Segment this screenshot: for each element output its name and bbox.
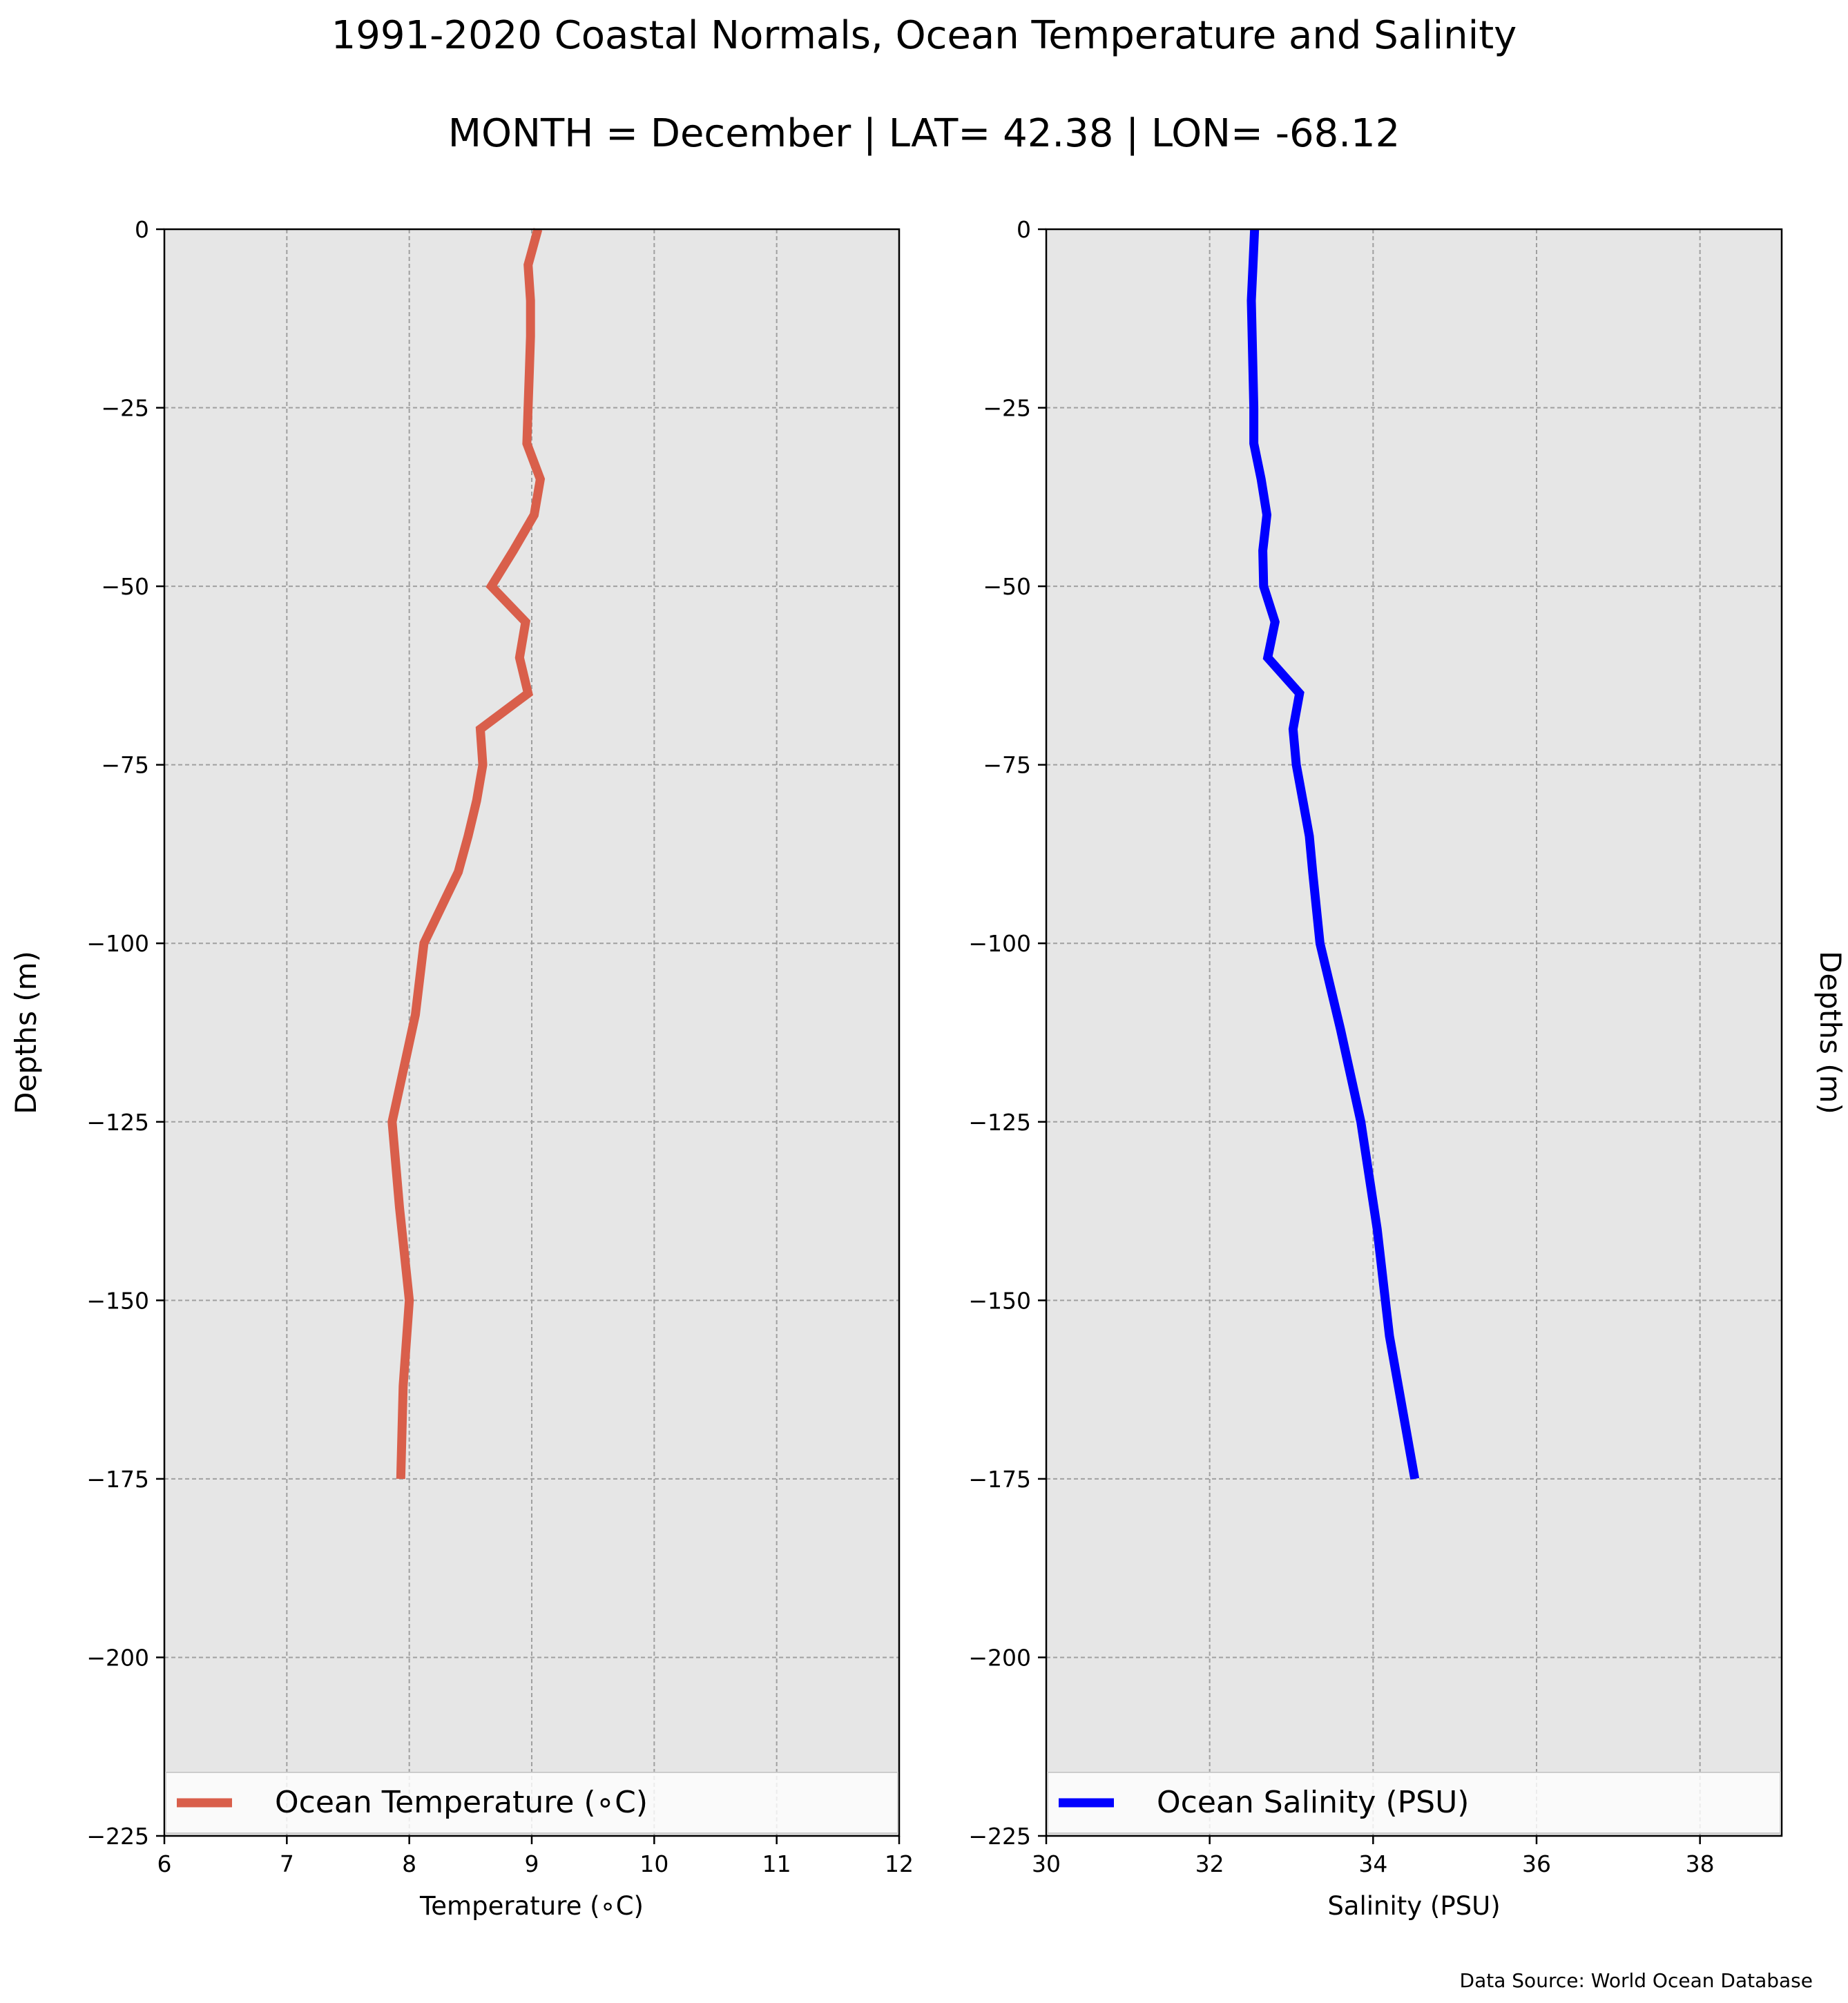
salinity-x-tick-label: 36 [1522,1850,1551,1877]
salinity-legend-label: Ocean Salinity (PSU) [1157,1785,1469,1820]
salinity-y-tick-label: −75 [983,752,1031,779]
temperature-x-tick-label: 8 [402,1850,416,1877]
temperature-x-tick-label: 7 [280,1850,294,1877]
temperature-y-tick-label: −225 [86,1823,149,1850]
salinity-y-tick-label: −175 [968,1466,1031,1493]
temperature-x-tick-label: 12 [885,1850,914,1877]
temperature-x-tick-label: 9 [525,1850,539,1877]
salinity-x-axis-label: Salinity (PSU) [1327,1891,1500,1921]
salinity-y-tick-label: −225 [968,1823,1031,1850]
salinity-x-tick-label: 34 [1358,1850,1387,1877]
salinity-chart: 30 32 34 36 38 0 −25 −50 −75 −100 −125 −150 −175 −200… [968,216,1847,1921]
temperature-chart: 6 7 8 9 10 11 12 0 −25 −50 −75 −100 −125 −150 −175 −200… [9,216,914,1921]
temperature-y-tick-label: 0 [135,216,149,243]
salinity-y-tick-label: 0 [1017,216,1031,243]
salinity-y-tick-label: −25 [983,395,1031,422]
y-axis-label-right: Depths (m) [1813,951,1847,1114]
salinity-y-tick-label: −100 [968,930,1031,957]
salinity-y-tick-label: −50 [983,573,1031,600]
salinity-y-tick-label: −200 [968,1644,1031,1671]
temperature-x-tick-label: 10 [639,1850,668,1877]
temperature-legend-label: Ocean Temperature (∘C) [275,1785,648,1820]
temperature-x-tick-label: 11 [762,1850,791,1877]
salinity-legend: Ocean Salinity (PSU) [1047,1772,1781,1834]
temperature-profile-line [387,228,546,1480]
salinity-x-tick-label: 32 [1195,1850,1224,1877]
salinity-y-tick-label: −150 [968,1287,1031,1314]
temperature-y-tick-label: −25 [101,395,149,422]
temperature-legend-box [165,1772,898,1834]
temperature-x-tick-label: 6 [157,1850,172,1877]
temperature-y-tick-label: −125 [86,1109,149,1136]
y-axis-label-left: Depths (m) [9,951,43,1114]
temperature-y-tick-label: −50 [101,573,149,600]
salinity-x-tick-label: 38 [1686,1850,1715,1877]
temperature-y-tick-label: −200 [86,1644,149,1671]
temperature-x-axis-label: Temperature (∘C) [419,1891,644,1921]
temperature-y-tick-label: −75 [101,752,149,779]
figure-title: 1991-2020 Coastal Normals, Ocean Tempera… [331,13,1517,58]
salinity-plot-area [1046,229,1782,1836]
temperature-y-tick-label: −150 [86,1287,149,1314]
figure-subtitle: MONTH = December | LAT= 42.38 | LON= -68… [448,111,1401,156]
temperature-y-tick-label: −100 [86,930,149,957]
salinity-axes-frame [1045,228,1783,1837]
salinity-x-tick-label: 30 [1032,1850,1061,1877]
temperature-legend: Ocean Temperature (∘C) [165,1772,898,1834]
temperature-y-tick-label: −175 [86,1466,149,1493]
data-source-note: Data Source: World Ocean Database [1460,1969,1813,1992]
salinity-profile-line [1247,229,1420,1480]
salinity-y-tick-label: −125 [968,1109,1031,1136]
salinity-legend-box [1047,1772,1781,1834]
